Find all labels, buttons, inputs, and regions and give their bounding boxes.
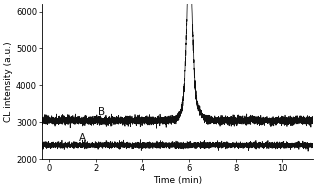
Text: A: A bbox=[79, 133, 87, 143]
Y-axis label: CL intensity (a.u.): CL intensity (a.u.) bbox=[4, 41, 13, 122]
X-axis label: Time (min): Time (min) bbox=[153, 176, 202, 185]
Text: B: B bbox=[98, 108, 105, 118]
